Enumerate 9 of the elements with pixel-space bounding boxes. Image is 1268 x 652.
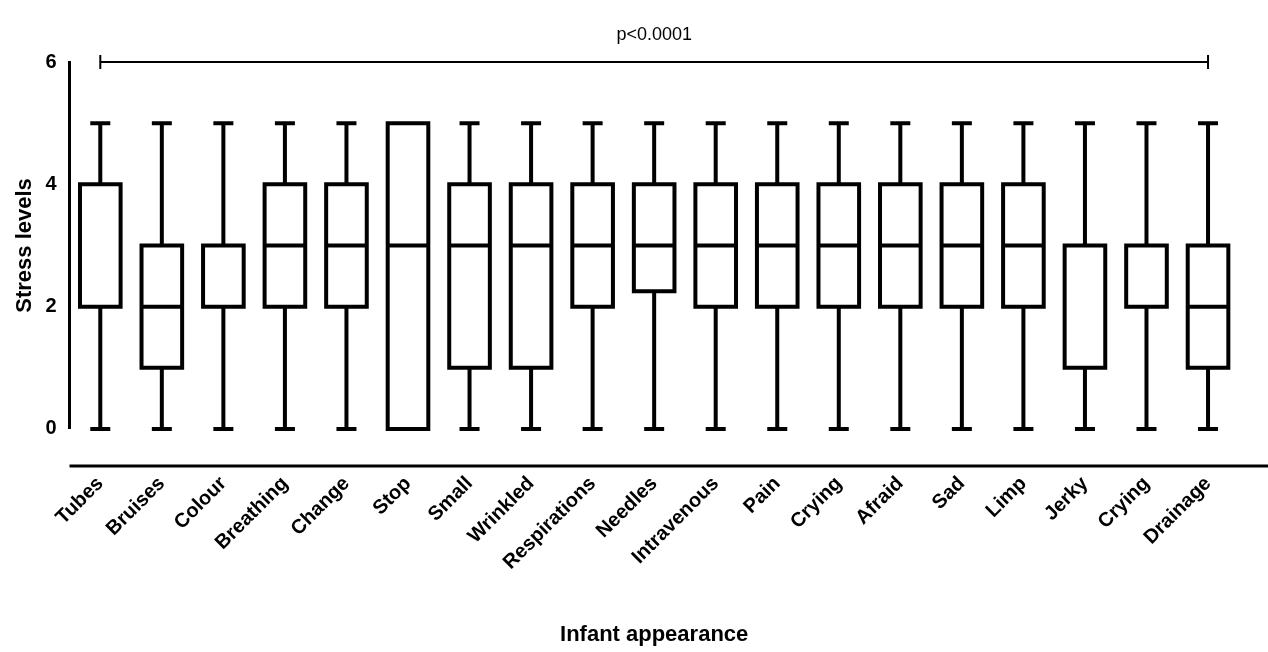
y-tick-label: 2 [45,294,57,317]
y-tick-label: 4 [45,171,58,194]
y-tick-label: 6 [45,49,57,72]
text: p<0.0001 [616,23,692,44]
x-axis-title: Infant appearance [560,620,749,646]
x-tick-label: Pain [738,471,784,518]
y-axis-title: Stress levels [11,178,37,313]
y-tick-label: 0 [45,416,57,439]
x-tick-label: Sad [927,471,969,514]
